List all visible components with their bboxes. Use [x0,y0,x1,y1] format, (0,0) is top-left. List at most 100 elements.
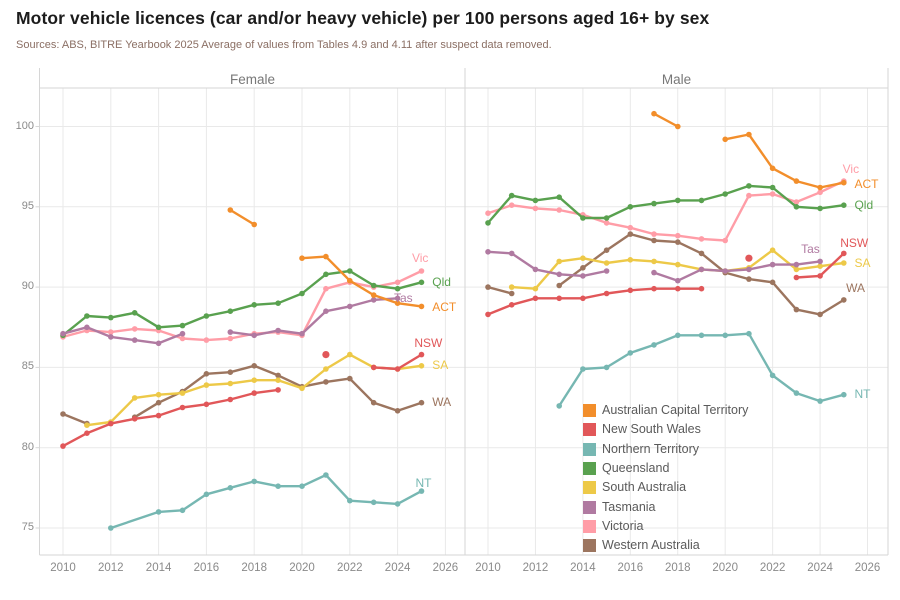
series-marker-female-sa [179,390,186,396]
series-marker-male-sa [651,258,657,265]
series-marker-female-nt [155,509,162,515]
series-marker-male-vic [769,191,776,197]
series-marker-male-nsw [580,295,586,302]
series-marker-male-act [769,165,776,172]
series-end-label-male-wa: WA [846,281,866,296]
series-line-female-tas [229,297,399,337]
series-marker-male-vic [627,224,634,231]
series-marker-female-qld [418,279,425,286]
series-marker-male-nt [675,332,681,339]
series-marker-female-wa [155,399,162,406]
series-marker-female-tas [323,308,329,315]
series-marker-female-qld [370,282,377,289]
series-marker-male-nt [651,342,657,348]
series-marker-male-vic [651,231,657,237]
series-marker-female-tas [347,303,353,310]
series-marker-female-nt [370,499,377,506]
series-marker-male-tas [508,250,515,257]
series-marker-male-nt [746,330,752,337]
series-marker-female-tas [251,332,257,339]
series-marker-female-nsw [60,443,66,449]
series-marker-male-vic [532,205,539,212]
series-line-female-wa [61,412,89,425]
series-marker-male-nt [580,366,586,372]
y-tick-label-90: 90 [21,280,34,293]
legend-swatch-sa [583,481,596,495]
series-line-female-nsw [61,388,280,448]
series-marker-female-nt [108,525,114,531]
series-line-male-tas [652,260,822,282]
series-marker-male-tas [746,266,752,273]
series-marker-female-tas [370,297,377,303]
legend-label-qld: Queensland [602,460,670,475]
panel-title-male: Male [661,72,692,87]
series-line-female-qld [61,269,423,337]
series-marker-male-wa [627,231,634,237]
series-marker-male-sa [769,247,776,253]
x-tick-label-female-2016: 2016 [193,562,220,574]
series-marker-female-nsw [370,364,377,371]
series-marker-female-act [394,300,401,307]
series-marker-male-vic [722,237,728,244]
series-marker-female-nt [323,472,329,478]
series-marker-male-tas [769,261,776,268]
series-marker-male-act [651,110,657,117]
x-tick-label-male-2022: 2022 [759,562,786,574]
series-line-male-act [652,112,679,128]
series-marker-female-tas [60,330,66,337]
series-marker-female-nsw [155,412,162,419]
series-marker-female-sa [275,377,281,384]
series-marker-female-wa [227,369,234,376]
series-end-label-female-vic: Vic [411,250,429,265]
series-marker-male-qld [651,200,657,207]
series-marker-male-qld [769,184,776,191]
series-marker-male-tas [556,271,562,278]
series-marker-male-nsw [556,295,562,302]
series-end-label-male-qld: Qld [854,197,874,212]
series-marker-male-vic [698,236,705,242]
panel-title-female: Female [229,72,275,87]
series-marker-male-nt [722,332,728,339]
legend-label-nsw: New South Wales [602,422,701,437]
series-marker-female-vic [394,279,401,286]
series-marker-male-sa [817,263,823,270]
series-marker-male-tas [603,268,610,274]
series-end-label-female-qld: Qld [432,274,451,289]
series-marker-female-tas [84,324,90,331]
series-marker-female-vic [418,268,425,274]
series-marker-male-wa [793,306,800,313]
series-marker-female-qld [203,313,210,319]
series-marker-female-nt [179,507,186,514]
x-tick-label-male-2016: 2016 [617,562,644,574]
series-marker-female-act [299,255,305,261]
series-marker-male-tas [817,258,823,265]
series-end-label-female-nsw: NSW [414,335,443,350]
series-marker-female-sa [203,382,210,388]
series-end-label-female-nt: NT [415,475,432,490]
legend-label-nt: Northern Territory [602,441,700,456]
series-marker-female-wa [251,363,257,369]
series-marker-female-act [347,277,353,284]
x-tick-label-male-2014: 2014 [570,562,596,574]
series-marker-female-act [418,303,425,310]
series-marker-male-qld [817,205,823,212]
legend-label-act: Australian Capital Territory [602,403,749,417]
series-marker-male-qld [793,204,800,210]
series-marker-male-wa [580,265,586,271]
x-tick-label-male-2024: 2024 [807,562,833,574]
series-end-label-male-sa: SA [854,255,871,270]
series-marker-female-tas [179,330,186,337]
series-marker-female-wa [418,399,425,406]
legend-label-vic: Victoria [602,518,644,533]
series-marker-female-qld [299,290,305,297]
series-marker-female-act [370,292,377,298]
series-end-label-male-tas: Tas [801,241,820,256]
series-marker-male-nsw [698,285,705,292]
series-marker-female-tas [394,295,401,302]
series-marker-male-vic [556,207,562,213]
series-marker-male-vic [603,220,610,226]
series-marker-male-qld [722,191,728,197]
series-marker-female-vic [227,335,234,342]
series-marker-male-qld [746,183,752,189]
